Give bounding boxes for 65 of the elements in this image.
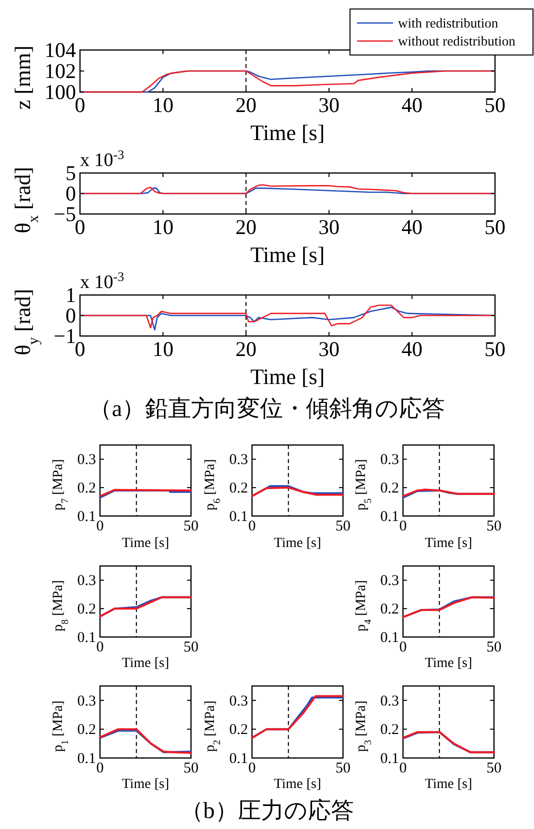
x-tick-label: 50 xyxy=(486,760,502,776)
x-tick-label: 20 xyxy=(236,92,256,117)
x-tick-label: 40 xyxy=(402,214,422,239)
y-tick-label: 0.2 xyxy=(77,722,96,738)
y-axis-title: z [mm] xyxy=(10,46,35,110)
y-tick-label: 0.1 xyxy=(229,750,248,767)
x-axis-title: Time [s] xyxy=(250,364,325,389)
y-tick-label: 0.3 xyxy=(380,452,399,468)
y-tick-label: 0.1 xyxy=(77,750,96,767)
y-tick-label: 0.2 xyxy=(229,480,248,497)
text: x 10$^{-3}$ xyxy=(80,146,124,171)
legend-label: without redistribution xyxy=(398,34,516,48)
text: （a）鉛直方向変位・傾斜角の応答 xyxy=(88,396,446,421)
y-tick-label: 0.1 xyxy=(380,750,399,767)
y-tick-label: 0.1 xyxy=(380,630,399,646)
x-axis-title: Time [s] xyxy=(424,656,472,671)
x-tick-label: 30 xyxy=(318,92,340,117)
text: x 10$^{-3}$ xyxy=(80,268,124,293)
x-axis-title: Time [s] xyxy=(122,777,170,792)
y-tick-label: 0.2 xyxy=(229,722,248,738)
text: （b）圧力の応答 xyxy=(180,798,354,823)
y-tick-label: 0.2 xyxy=(380,722,399,738)
y-tick-label: 0.1 xyxy=(77,630,96,646)
y-tick-label: 0.3 xyxy=(77,452,96,468)
y-tick-label: 0.2 xyxy=(380,602,399,618)
x-axis-title: Time [s] xyxy=(250,120,325,145)
x-tick-label: 30 xyxy=(318,214,340,239)
y-tick-label: 0.1 xyxy=(77,508,96,525)
y-tick-label: 0.3 xyxy=(77,573,96,590)
x-tick-label: 50 xyxy=(484,214,506,239)
y-tick-label: 0.2 xyxy=(380,480,399,497)
x-axis-title: Time [s] xyxy=(274,777,322,792)
x-axis-title: Time [s] xyxy=(122,656,170,671)
x-tick-label: 50 xyxy=(486,518,502,534)
y-tick-label: 0.3 xyxy=(229,693,248,710)
x-tick-label: 10 xyxy=(152,336,174,361)
x-tick-label: 40 xyxy=(402,92,422,117)
x-tick-label: 50 xyxy=(184,760,198,776)
y-tick-label: 0.1 xyxy=(229,508,248,525)
x-tick-label: 50 xyxy=(336,760,350,776)
x-axis-title: Time [s] xyxy=(250,242,325,267)
x-tick-label: 50 xyxy=(184,639,198,656)
x-axis-title: Time [s] xyxy=(424,777,472,792)
x-tick-label: 50 xyxy=(336,518,350,534)
legend-label: with redistribution xyxy=(398,16,498,30)
y-tick-label: 0.3 xyxy=(229,452,248,468)
x-tick-label: 30 xyxy=(318,336,340,361)
x-tick-label: 50 xyxy=(486,639,502,656)
y-tick-label: 0.3 xyxy=(380,573,399,590)
y-tick-label: 0.3 xyxy=(380,693,399,710)
x-tick-label: 20 xyxy=(236,336,256,361)
x-tick-label: 10 xyxy=(152,214,174,239)
x-axis-title: Time [s] xyxy=(424,536,472,551)
y-tick-label: 0.2 xyxy=(77,480,96,497)
y-tick-label: 0.2 xyxy=(77,602,96,618)
x-tick-label: 40 xyxy=(402,336,422,361)
y-tick-label: 0.3 xyxy=(77,693,96,710)
x-axis-title: Time [s] xyxy=(274,536,322,551)
x-tick-label: 50 xyxy=(484,336,506,361)
x-tick-label: 50 xyxy=(484,92,506,117)
y-tick-label: 0.1 xyxy=(380,508,399,525)
x-axis-title: Time [s] xyxy=(122,536,170,551)
x-tick-label: 10 xyxy=(152,92,174,117)
x-tick-label: 50 xyxy=(184,518,198,534)
x-tick-label: 20 xyxy=(236,214,256,239)
